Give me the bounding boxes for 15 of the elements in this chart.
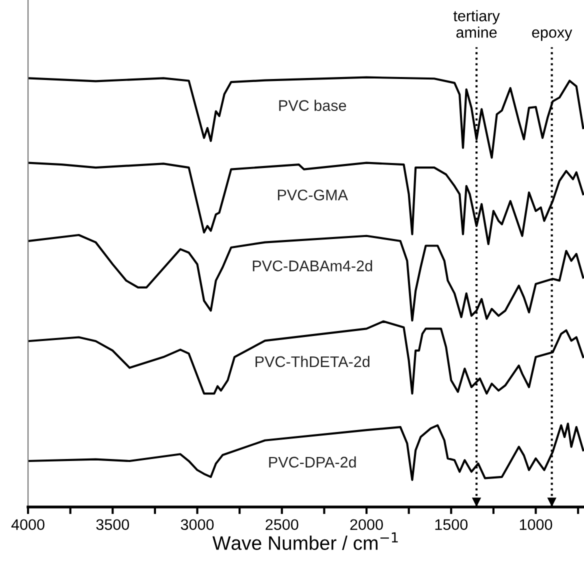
ref-line-label: tertiary amine bbox=[453, 10, 500, 38]
ref-line-label: epoxy bbox=[532, 29, 572, 41]
series-label: PVC-DPA-2d bbox=[269, 456, 356, 468]
x-tick-label: 2000 bbox=[350, 519, 383, 530]
series-label: PVC-DABAm4-2d bbox=[252, 260, 372, 272]
x-tick-label: 3000 bbox=[180, 519, 214, 530]
x-tick-label: 2500 bbox=[266, 519, 298, 530]
x-axis-title: Wave Number / cm$^{−1}$ bbox=[212, 532, 398, 550]
series-label: PVC-GMA bbox=[278, 190, 348, 200]
x-tick-label: 3500 bbox=[96, 519, 130, 530]
series-label: PVC base bbox=[279, 100, 346, 111]
series-label: PVC-ThDETA-2d bbox=[256, 356, 370, 368]
x-tick-label: 4000 bbox=[11, 519, 44, 530]
x-tick-label: 1000 bbox=[520, 519, 552, 530]
x-tick-label: 1500 bbox=[435, 519, 468, 530]
